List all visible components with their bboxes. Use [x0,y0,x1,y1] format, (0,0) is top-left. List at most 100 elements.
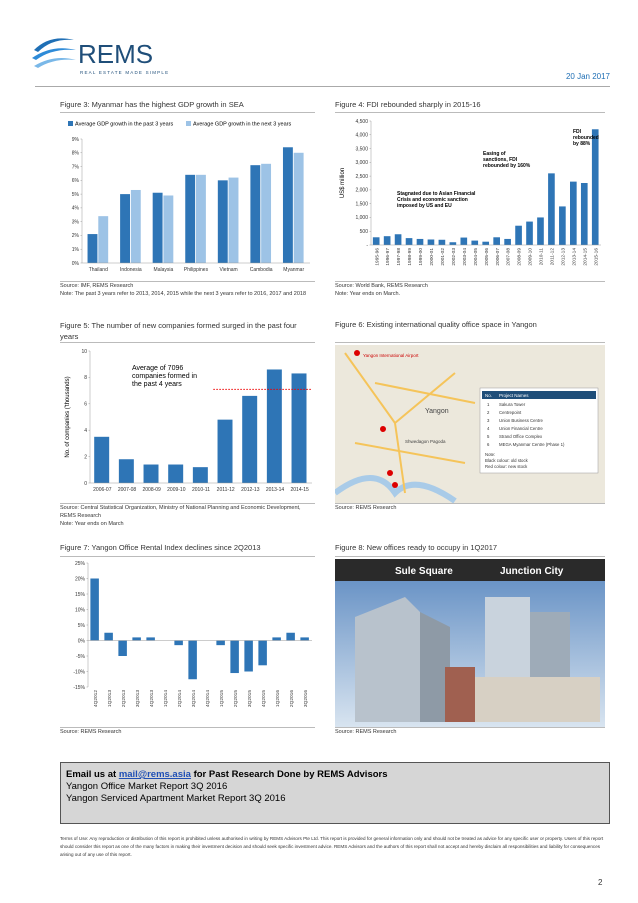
bar [591,129,599,245]
email-link[interactable]: mail@rems.asia [118,769,191,780]
x-tick-label: Cambodia [250,267,273,273]
chart: - 500 1,000 1,500 2,000 2,500 3,000 3,500 4,000 4… [335,112,605,281]
x-tick-label: 4Q2013 [149,690,155,707]
y-tick-label: 3% [72,219,80,225]
y-tick-label: 0% [72,261,80,267]
bar [282,147,293,263]
y-tick-label: -10% [73,669,85,675]
x-tick-label: Myanmar [283,267,304,273]
bar [291,373,307,483]
y-tick-label: 5% [72,192,80,198]
legend-swatch [186,121,191,126]
x-tick-label: 1995-96 [374,248,380,266]
note: Note: Year ends on March. [335,291,401,297]
figure-title: Figure 3: Myanmar has the highest GDP gr… [60,100,244,109]
x-tick-label: 2008-09 [517,248,523,266]
table-cell: Centrepoint [499,410,522,415]
bar [427,239,435,245]
page-number: 2 [598,878,603,887]
bar [168,464,184,483]
x-tick-label: 2010-11 [192,487,210,493]
bar [87,234,98,263]
bar [266,369,282,483]
bar [90,578,99,641]
x-tick-label: 1Q2015 [219,690,225,707]
x-tick-label: 2014-15 [582,248,588,266]
x-tick-label: Vietnam [219,267,237,273]
bar [216,640,225,646]
bar [383,236,391,245]
pin [387,470,393,476]
bar [286,632,295,641]
table-note: Black colour: old stock [485,458,529,463]
x-tick-label: 4Q2012 [93,690,99,707]
y-tick-label: 5% [78,623,86,629]
y-tick-label: 2,000 [355,188,368,194]
annotation: Stagnated due to Asian Financial Crisis … [397,191,476,209]
bar [228,177,239,263]
table-cell: Strand Office Complex [499,434,543,439]
x-tick-label: 2Q2016 [289,690,295,707]
bar [196,174,206,263]
bar [174,640,183,646]
y-tick-label: 1,000 [355,215,368,221]
x-tick-label: Indonesia [120,267,142,273]
x-tick-label: 2006-07 [495,248,501,266]
y-tick-label: -15% [73,685,85,691]
source: Source: IMF, REMS Research [60,283,134,289]
y-tick-label: - [366,243,368,249]
bar [132,637,141,641]
x-tick-label: 1Q2014 [163,690,169,707]
river [333,475,457,504]
promo-box: Email us at mail@rems.asia for Past Rese… [60,762,610,824]
logo: REMS REAL ESTATE MADE SIMPLE [32,38,168,75]
x-tick-label: 2009-10 [528,248,534,266]
x-tick-label: 2011-12 [217,487,235,493]
x-tick-label: Philippines [184,267,209,273]
y-tick-label: 8 [84,375,87,381]
banner [335,559,605,581]
source: Source: REMS Research [335,505,397,511]
bar [300,637,309,641]
chart: 0% 1% 2% 3% 4% 5% 6% 7% 8% 9% Thailand Indonesia Mal… [60,112,315,281]
bar [526,221,533,245]
figure-source: Source: IMF, REMS Research Note: The past… [60,281,315,298]
figure-title: Figure 8: New offices ready to occupy in… [335,543,498,552]
y-tick-label: 25% [75,561,86,567]
x-tick-label: 1996-97 [385,248,391,266]
bar [118,459,134,483]
y-axis-label: No. of companies ('thousands) [65,376,71,457]
x-tick-label: 2013-14 [266,487,285,493]
x-tick-label: 2010-11 [539,248,545,266]
legend-label: Average GDP growth in the past 3 years [75,122,173,128]
road [344,352,476,494]
x-tick-label: 1Q2016 [275,690,281,707]
x-tick-label: 2001-02 [440,248,446,266]
table-cell: 3 [487,418,490,423]
y-axis-label: US$ million [340,168,346,198]
chart-plot: -15% -10% -5% 0% 5% 10% 15% 20% 25% 4Q2012 1Q2013 2… [73,561,312,707]
y-tick-label: 500 [360,229,369,235]
y-tick-label: 6 [84,402,87,408]
bar [438,239,446,245]
y-tick-label: 2,500 [355,174,368,180]
x-tick-label: 2012-13 [560,248,566,266]
y-tick-label: 1% [72,247,80,253]
bar [152,192,163,263]
building [355,597,420,722]
bar [185,174,196,263]
table-cell: 4 [487,426,490,431]
x-tick-label: 3Q2014 [191,690,197,707]
text: Email us at [66,769,119,780]
chart-plot: 0% 1% 2% 3% 4% 5% 6% 7% 8% 9% Thailand Indonesia Mal… [68,121,310,273]
table-note: Note: [485,452,495,457]
logo-text: REMS [78,39,153,69]
bar [394,234,402,245]
map-label: Yangon [425,408,449,415]
source: Source: Central Statistical Organization… [60,505,301,519]
annotation: Average of 7096 companies formed in the … [132,365,197,388]
y-tick-label: 20% [75,576,86,582]
x-tick-label: 2Q2014 [177,690,183,707]
bar [405,238,413,245]
